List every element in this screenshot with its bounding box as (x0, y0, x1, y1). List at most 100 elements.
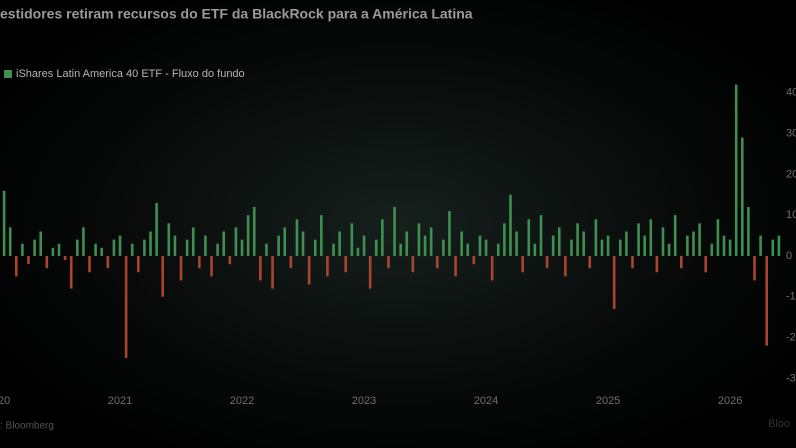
y-tick-label: 20 (786, 168, 796, 180)
bar (435, 255, 439, 269)
bar (588, 255, 592, 269)
bar (478, 235, 482, 256)
bar (496, 243, 500, 256)
bar (753, 255, 756, 281)
bar (734, 84, 738, 256)
bar (252, 207, 256, 256)
bar (149, 231, 152, 256)
bar (45, 255, 49, 269)
bar (570, 239, 573, 256)
bar (631, 255, 634, 269)
bar (429, 227, 433, 256)
bar (21, 243, 24, 256)
y-tick-label: -20 (786, 331, 796, 343)
bar (661, 227, 665, 256)
bar (667, 243, 671, 256)
bar (362, 235, 366, 256)
y-tick-label: 30 (786, 127, 796, 139)
bar (33, 239, 36, 256)
bar (454, 255, 457, 277)
bar (686, 235, 689, 256)
bar (130, 243, 134, 256)
bar (265, 243, 268, 256)
bar (63, 255, 67, 261)
y-tick-label: -10 (786, 291, 796, 303)
bar (740, 137, 744, 256)
bar (51, 247, 55, 256)
bar (240, 239, 244, 256)
bar (698, 223, 701, 256)
bar (39, 231, 43, 256)
bar (277, 235, 280, 256)
bar (722, 235, 726, 256)
x-tick-label: 2023 (352, 395, 376, 407)
x-tick-label: 2022 (230, 395, 254, 407)
bar (564, 255, 567, 277)
bar (143, 239, 146, 256)
bar (326, 255, 329, 277)
chart-title: estidores retiram recursos do ETF da Bla… (0, 6, 473, 22)
bar (185, 239, 189, 256)
bar (289, 255, 293, 269)
bar (179, 255, 183, 281)
y-tick-label: 0 (786, 250, 792, 262)
bar (8, 227, 12, 256)
bar (728, 239, 732, 256)
bar (393, 207, 396, 256)
bar (69, 255, 73, 289)
bar (82, 227, 85, 256)
bar (15, 255, 18, 277)
bar (118, 235, 122, 256)
bar (137, 255, 140, 273)
bar (692, 231, 695, 256)
bar (490, 255, 494, 281)
bar (515, 231, 518, 256)
bar (442, 239, 445, 256)
bar (533, 243, 537, 256)
bar (381, 219, 384, 256)
bar (448, 211, 451, 256)
bar (76, 239, 79, 256)
bar (521, 255, 524, 273)
legend-label: iShares Latin America 40 ETF - Fluxo do … (16, 68, 245, 80)
bar (198, 255, 201, 269)
bar (655, 255, 659, 273)
bar (539, 215, 543, 256)
bar (307, 255, 311, 285)
bar (356, 247, 360, 256)
bar (173, 235, 177, 256)
bar (527, 219, 531, 256)
bar (777, 235, 781, 256)
bar (374, 239, 378, 256)
x-tick-label: 2025 (596, 395, 620, 407)
bar (94, 243, 97, 256)
bar (582, 231, 585, 256)
bar (320, 215, 323, 256)
bar (618, 239, 622, 256)
bar (124, 255, 128, 358)
bar (509, 194, 512, 256)
bar (411, 255, 415, 273)
bar (88, 255, 91, 273)
bar (765, 255, 768, 346)
bar (210, 255, 213, 277)
x-tick-label: 2021 (108, 395, 132, 407)
bar (338, 231, 341, 256)
bar (594, 219, 598, 256)
bar (106, 255, 110, 269)
bar (600, 239, 604, 256)
bar (313, 239, 317, 256)
y-tick-label: 40 (786, 87, 796, 99)
bar (679, 255, 683, 269)
bar (283, 227, 287, 256)
y-tick-label: 10 (786, 209, 796, 221)
bar (191, 227, 195, 256)
bar (368, 255, 372, 289)
bar (2, 190, 6, 256)
bar (167, 223, 171, 256)
x-tick-label: 2024 (474, 395, 498, 407)
bar (472, 255, 476, 265)
